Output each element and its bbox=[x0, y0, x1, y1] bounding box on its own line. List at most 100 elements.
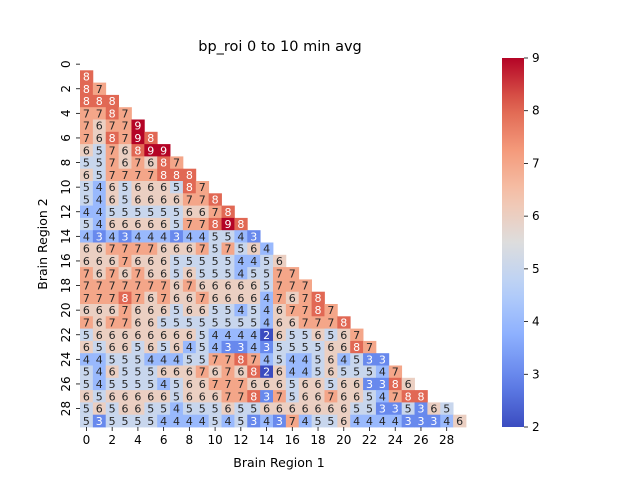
heatmap-cell bbox=[144, 193, 158, 206]
heatmap-cell bbox=[414, 390, 428, 403]
heatmap-cell bbox=[427, 414, 441, 428]
cell-value-label: 4 bbox=[237, 255, 244, 268]
heatmap-cell bbox=[285, 353, 300, 366]
cell-value-label: 7 bbox=[134, 243, 141, 256]
cell-value-label: 7 bbox=[199, 366, 206, 379]
heatmap-cell bbox=[144, 402, 158, 416]
heatmap-cell bbox=[92, 328, 107, 342]
heatmap-cell bbox=[92, 267, 107, 280]
heatmap-cell bbox=[92, 402, 107, 416]
heatmap-cell bbox=[195, 414, 210, 428]
cell-value-label: 5 bbox=[353, 353, 360, 366]
heatmap-cell bbox=[92, 377, 107, 391]
heatmap-cell bbox=[182, 205, 197, 219]
cell-value-label: 4 bbox=[392, 415, 399, 428]
cell-value-label: 5 bbox=[83, 366, 90, 379]
heatmap-cell bbox=[208, 193, 222, 206]
cell-value-label: 5 bbox=[315, 353, 322, 366]
cell-value-label: 6 bbox=[276, 329, 283, 342]
cell-value-label: 7 bbox=[199, 218, 206, 231]
heatmap-cell bbox=[105, 279, 119, 293]
cell-value-label: 5 bbox=[405, 403, 412, 416]
cell-value-label: 5 bbox=[96, 157, 103, 170]
cell-value-label: 5 bbox=[366, 390, 373, 403]
heatmap-cell bbox=[157, 340, 171, 354]
cell-value-label: 6 bbox=[147, 341, 154, 354]
x-tick-label: 26 bbox=[413, 433, 428, 447]
cell-value-label: 4 bbox=[263, 292, 270, 305]
cell-value-label: 5 bbox=[224, 316, 231, 329]
x-tick-label: 24 bbox=[388, 433, 403, 447]
cell-value-label: 4 bbox=[147, 230, 154, 243]
heatmap-cell bbox=[414, 402, 428, 416]
heatmap-cell bbox=[80, 390, 94, 403]
heatmap-cell bbox=[195, 254, 210, 268]
heatmap-cell bbox=[285, 304, 300, 317]
heatmap-cell bbox=[80, 304, 94, 317]
cell-value-label: 6 bbox=[122, 218, 129, 231]
heatmap-cell bbox=[311, 340, 325, 354]
cell-value-label: 9 bbox=[134, 132, 141, 145]
heatmap-cell bbox=[298, 328, 312, 342]
heatmap-cell bbox=[182, 291, 197, 305]
cell-value-label: 4 bbox=[289, 366, 296, 379]
x-tick-label: 14 bbox=[259, 433, 274, 447]
heatmap-cell bbox=[234, 365, 248, 379]
heatmap-cell bbox=[221, 316, 235, 329]
cell-value-label: 7 bbox=[327, 304, 334, 317]
cell-value-label: 6 bbox=[315, 378, 322, 391]
cell-value-label: 5 bbox=[147, 378, 154, 391]
cell-value-label: 4 bbox=[96, 378, 103, 391]
cell-value-label: 8 bbox=[160, 169, 167, 182]
cell-value-label: 7 bbox=[122, 120, 129, 133]
cell-value-label: 4 bbox=[443, 415, 450, 428]
cell-value-label: 4 bbox=[186, 341, 193, 354]
heatmap-cell bbox=[324, 304, 338, 317]
cell-value-label: 4 bbox=[224, 415, 231, 428]
cell-value-label: 6 bbox=[405, 378, 412, 391]
cell-value-label: 6 bbox=[160, 181, 167, 194]
y-tick-label: 24 bbox=[59, 352, 73, 367]
heatmap-cell bbox=[273, 304, 287, 317]
heatmap-cell bbox=[234, 377, 248, 391]
cell-value-label: 7 bbox=[96, 83, 103, 96]
heatmap-cell bbox=[247, 279, 261, 293]
cell-value-label: 5 bbox=[250, 403, 257, 416]
cell-value-label: 5 bbox=[199, 316, 206, 329]
cell-value-label: 3 bbox=[173, 230, 180, 243]
heatmap-cell bbox=[324, 365, 338, 379]
heatmap-cell bbox=[260, 377, 274, 391]
cell-value-label: 5 bbox=[276, 353, 283, 366]
heatmap-cell bbox=[105, 414, 119, 428]
heatmap-cell bbox=[144, 291, 158, 305]
cell-value-label: 2 bbox=[263, 366, 270, 379]
heatmap-cell bbox=[285, 316, 300, 329]
cell-value-label: 6 bbox=[160, 366, 167, 379]
heatmap-cell bbox=[182, 304, 197, 317]
heatmap-cell bbox=[195, 279, 210, 293]
y-tick-label: 6 bbox=[59, 134, 73, 142]
cell-value-label: 4 bbox=[263, 304, 270, 317]
heatmap-cell bbox=[80, 316, 94, 329]
cell-value-label: 5 bbox=[147, 206, 154, 219]
cell-value-label: 5 bbox=[186, 316, 193, 329]
cell-value-label: 7 bbox=[366, 341, 373, 354]
cell-value-label: 6 bbox=[212, 292, 219, 305]
cell-value-label: 4 bbox=[96, 193, 103, 206]
heatmap-cell bbox=[208, 242, 222, 256]
cell-value-label: 6 bbox=[315, 403, 322, 416]
cell-value-label: 6 bbox=[109, 255, 116, 268]
cell-value-label: 4 bbox=[212, 341, 219, 354]
cell-value-label: 6 bbox=[199, 280, 206, 293]
cell-value-label: 7 bbox=[83, 107, 90, 120]
heatmap-cell bbox=[157, 181, 171, 194]
cell-value-label: 6 bbox=[173, 366, 180, 379]
y-tick-label: 0 bbox=[59, 60, 73, 68]
heatmap-cell bbox=[144, 316, 158, 329]
heatmap-cell bbox=[427, 402, 441, 416]
cell-value-label: 6 bbox=[96, 267, 103, 280]
cell-value-label: 6 bbox=[122, 157, 129, 170]
heatmap-cell bbox=[182, 242, 197, 256]
x-tick-label: 20 bbox=[336, 433, 351, 447]
